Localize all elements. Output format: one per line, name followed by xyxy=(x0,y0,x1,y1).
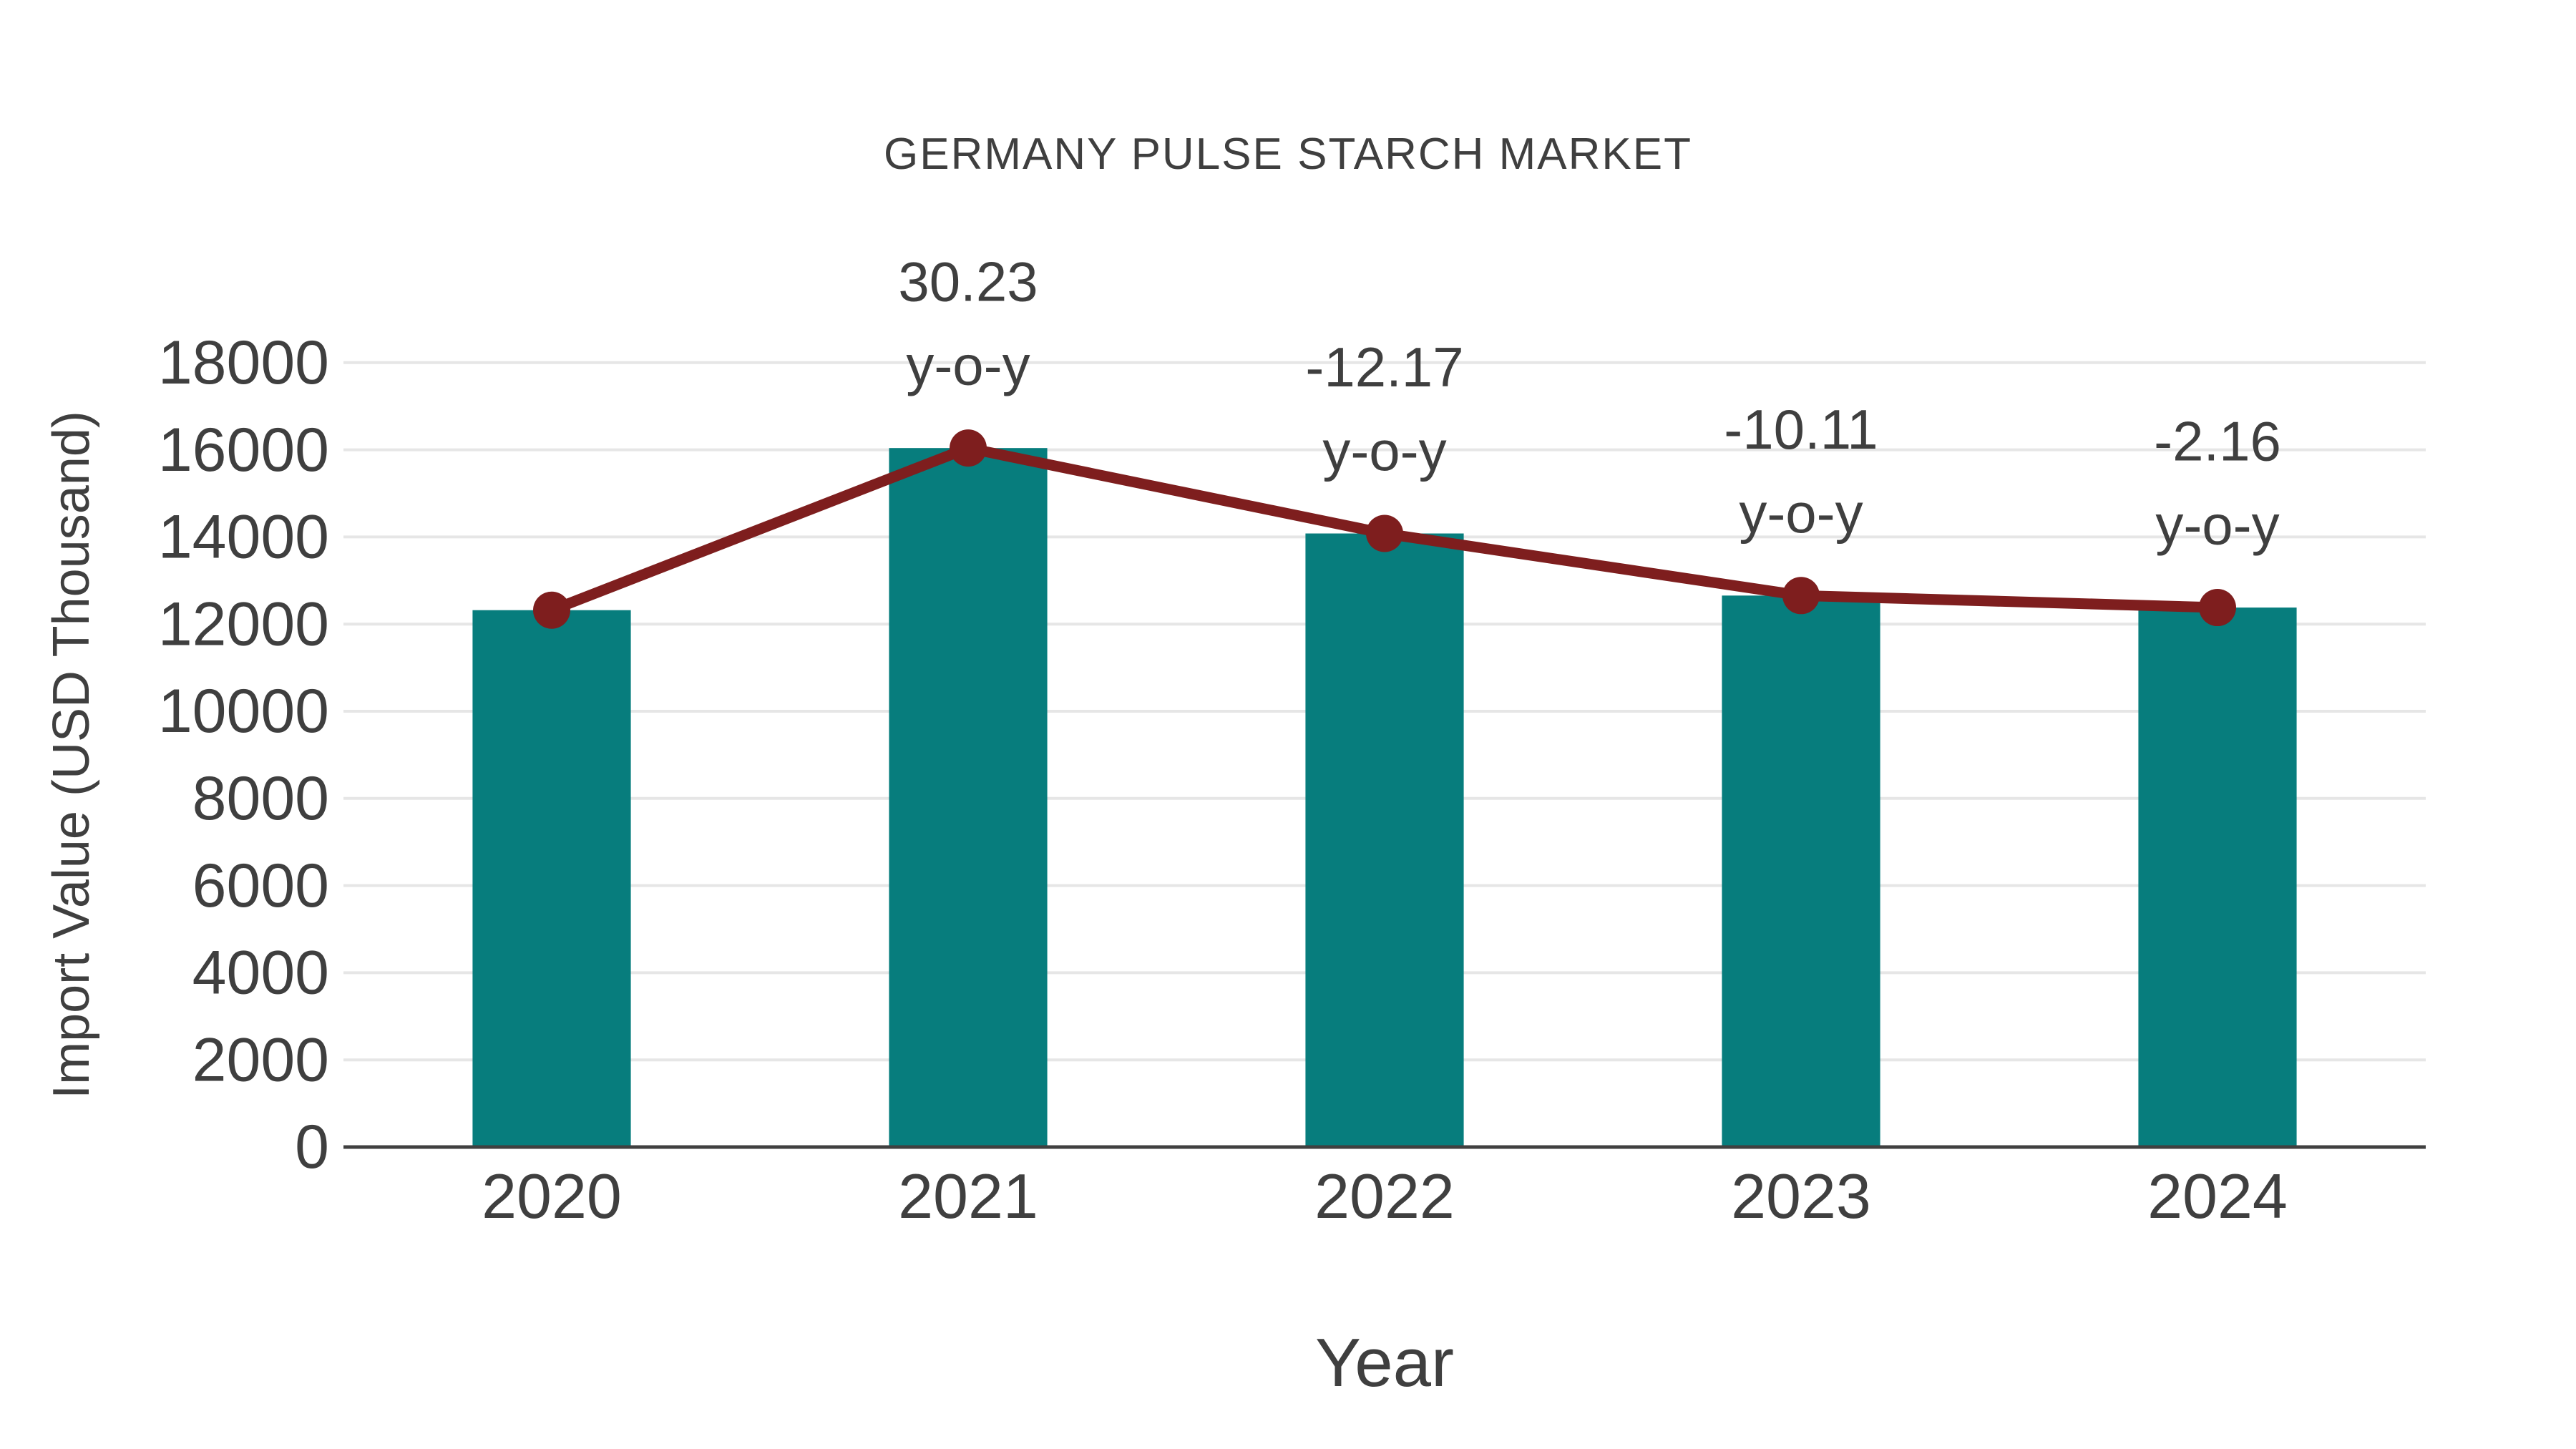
bar xyxy=(1722,595,1880,1147)
yoy-suffix-label: y-o-y xyxy=(1322,419,1446,482)
y-tick-label: 8000 xyxy=(192,764,329,833)
yoy-suffix-label: y-o-y xyxy=(906,334,1030,397)
yoy-suffix-label: y-o-y xyxy=(2155,494,2279,557)
yoy-value-label: -10.11 xyxy=(1724,398,1878,461)
y-tick-label: 4000 xyxy=(192,939,329,1008)
y-tick-labels-group: 0 2000 4000 6000 8000 10000 12000 14000 16000 180… xyxy=(158,328,329,1181)
x-tick-label: 2023 xyxy=(1731,1161,1871,1231)
trend-marker xyxy=(950,429,987,467)
trend-line-group xyxy=(533,429,2236,629)
chart-title: GERMANY PULSE STARCH MARKET xyxy=(883,130,1692,179)
y-tick-label: 2000 xyxy=(192,1025,329,1094)
x-tick-label: 2024 xyxy=(2147,1161,2288,1231)
y-axis-title: Import Value (USD Thousand) xyxy=(43,411,100,1099)
y-tick-label: 14000 xyxy=(158,503,329,572)
bar xyxy=(2138,608,2297,1147)
x-axis-title: Year xyxy=(1315,1324,1454,1401)
trend-marker xyxy=(2199,589,2236,627)
y-tick-label: 12000 xyxy=(158,590,329,658)
yoy-suffix-label: y-o-y xyxy=(1739,482,1863,545)
y-tick-label: 18000 xyxy=(158,328,329,397)
trend-marker xyxy=(1366,514,1403,552)
x-tick-label: 2021 xyxy=(898,1161,1038,1231)
x-tick-labels-group: 2020 2021 2022 2023 2024 xyxy=(482,1161,2288,1231)
x-tick-label: 2020 xyxy=(482,1161,622,1231)
yoy-value-label: -2.16 xyxy=(2154,410,2281,473)
yoy-value-label: 30.23 xyxy=(898,250,1038,313)
x-tick-label: 2022 xyxy=(1314,1161,1455,1231)
y-tick-label: 10000 xyxy=(158,677,329,746)
trend-marker xyxy=(1782,577,1820,615)
yoy-annotations-group: 30.23 y-o-y -12.17 y-o-y -10.11 y-o-y -2.16 y-o… xyxy=(898,250,2281,557)
yoy-value-label: -12.17 xyxy=(1305,336,1463,399)
trend-marker xyxy=(533,591,570,629)
bar xyxy=(472,610,631,1147)
bar xyxy=(1305,533,1464,1147)
bar xyxy=(889,448,1048,1147)
y-tick-label: 0 xyxy=(295,1113,329,1181)
bars-group xyxy=(472,448,2297,1147)
y-tick-label: 6000 xyxy=(192,852,329,920)
y-tick-label: 16000 xyxy=(158,416,329,484)
